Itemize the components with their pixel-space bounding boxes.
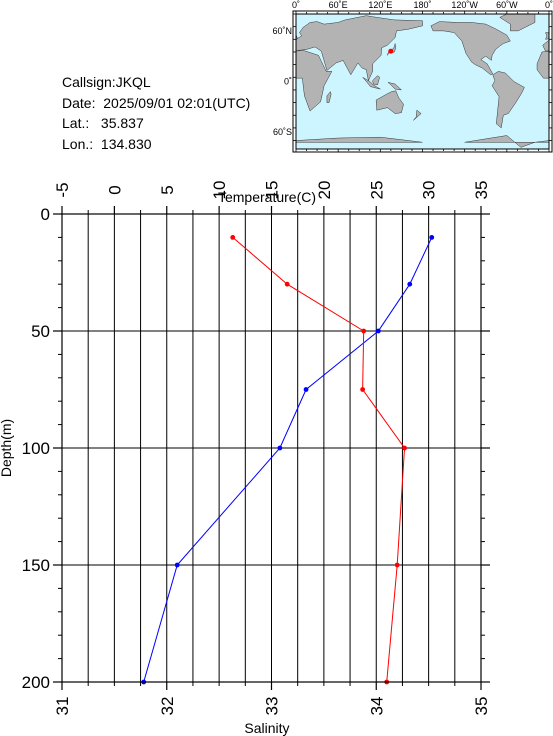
temperature-tick-label: 5 (158, 185, 177, 194)
map-lon-label: 120˚W (451, 0, 478, 10)
salinity-point (230, 235, 236, 240)
temperature-point (174, 562, 180, 568)
temperature-tick-label: 10 (210, 181, 229, 200)
callsign-label: Callsign: (62, 74, 116, 90)
temperature-axis: -5 0 5 10 15 20 25 30 35 (53, 181, 491, 214)
map-lon-label: 180˚ (413, 0, 431, 10)
land-antarctica (464, 135, 549, 148)
land-africa (296, 50, 333, 112)
salinity-profile-line (232, 237, 406, 683)
map-labels: 0˚ 60˚E 120˚E 180˚ 120˚W 60˚W 0˚ 60˚N 0˚ 60˚S (272, 0, 553, 137)
series-layer (141, 235, 435, 685)
lat-label: Lat.: (62, 115, 90, 131)
map-lon-label: 0˚ (545, 0, 553, 10)
temperature-axis-title: Temperature(C) (218, 189, 316, 205)
land-europe-asia (542, 39, 549, 52)
land-uk (545, 32, 549, 40)
depth-axis-title: Depth(m) (0, 419, 14, 477)
map-frame (295, 13, 550, 150)
salinity-point (384, 679, 390, 685)
salinity-axis-title: Salinity (244, 720, 289, 736)
map-lon-label: 0˚ (292, 0, 300, 10)
callsign-value: JKQL (115, 74, 151, 90)
map-lat-label: 0˚ (284, 77, 292, 87)
temperature-tick-label: 15 (263, 181, 282, 200)
world-map: 0˚ 60˚E 120˚E 180˚ 120˚W 60˚W 0˚ 60˚N 0˚ 60˚S (272, 0, 553, 153)
callsign-line: Callsign:JKQL (62, 72, 250, 93)
map-lon-label: 60˚W (496, 0, 518, 10)
depth-tick-label: 100 (22, 439, 50, 458)
salinity-tick-label: 34 (367, 697, 386, 716)
lon-line: Lon.: 134.830 (62, 134, 250, 155)
temperature-tick-label: 0 (105, 185, 124, 194)
land-madagascar (326, 91, 332, 103)
map-land (296, 14, 549, 148)
map-lon-label: 60˚E (329, 0, 348, 10)
temperature-tick-label: 25 (367, 181, 386, 200)
land-africa (536, 50, 549, 79)
map-lat-label: 60˚N (272, 26, 292, 36)
date-label: Date: (62, 94, 96, 111)
temperature-point (141, 679, 147, 685)
station-marker (388, 48, 394, 54)
land-indonesia (362, 77, 381, 90)
temperature-point (375, 328, 381, 334)
depth-tick-label: 200 (22, 673, 50, 692)
land-north-america (430, 21, 511, 76)
land-new-zealand (413, 109, 422, 121)
land-antarctica (296, 136, 423, 143)
salinity-tick-label: 31 (53, 697, 72, 716)
temperature-tick-label: 35 (472, 181, 491, 200)
depth-tick-label: 0 (41, 205, 50, 224)
salinity-tick-label: 33 (263, 697, 282, 716)
station-info: Callsign:JKQL Date: 2025/09/01 02:01(UTC… (62, 72, 250, 154)
map-lon-label: 120˚E (368, 0, 392, 10)
temperature-profile-line (143, 237, 433, 683)
salinity-point (284, 281, 290, 287)
temperature-point (407, 281, 413, 287)
lat-value: 35.837 (100, 115, 144, 131)
lat-line: Lat.: 35.837 (62, 113, 250, 134)
salinity-axis: 31 32 33 34 35 (53, 682, 491, 715)
map-lat-label: 60˚S (273, 127, 292, 137)
land-south-america (491, 71, 525, 129)
map-border (292, 10, 553, 153)
lon-value: 134.830 (100, 135, 152, 152)
salinity-point (394, 562, 400, 568)
date-line: Date: 2025/09/01 02:01(UTC) (62, 93, 250, 114)
salinity-tick-label: 32 (158, 697, 177, 716)
depth-tick-label: 50 (31, 322, 50, 341)
salinity-tick-label: 35 (472, 697, 491, 716)
land-new-guinea (387, 82, 403, 91)
date-value: 2025/09/01 02:01(UTC) (103, 94, 251, 111)
temperature-point (429, 235, 435, 240)
chart-grid (62, 214, 481, 682)
depth-axis: 0 50 100 150 200 (22, 205, 490, 692)
land-borneo (372, 75, 380, 86)
temperature-point (303, 387, 309, 392)
depth-tick-label: 150 (22, 556, 50, 575)
land-australia (375, 90, 404, 114)
temperature-point (277, 445, 283, 451)
plot-frame (61, 213, 482, 683)
land-greenland (499, 14, 536, 32)
temperature-tick-label: 30 (420, 181, 439, 200)
salinity-point (402, 445, 407, 451)
temperature-tick-label: -5 (53, 182, 72, 197)
salinity-point (361, 328, 367, 334)
temperature-tick-label: 20 (315, 181, 334, 200)
depth-minor-ticks (58, 236, 485, 660)
lon-label: Lon.: (62, 135, 94, 152)
salinity-point (360, 387, 366, 392)
land-europe-asia (296, 15, 423, 82)
